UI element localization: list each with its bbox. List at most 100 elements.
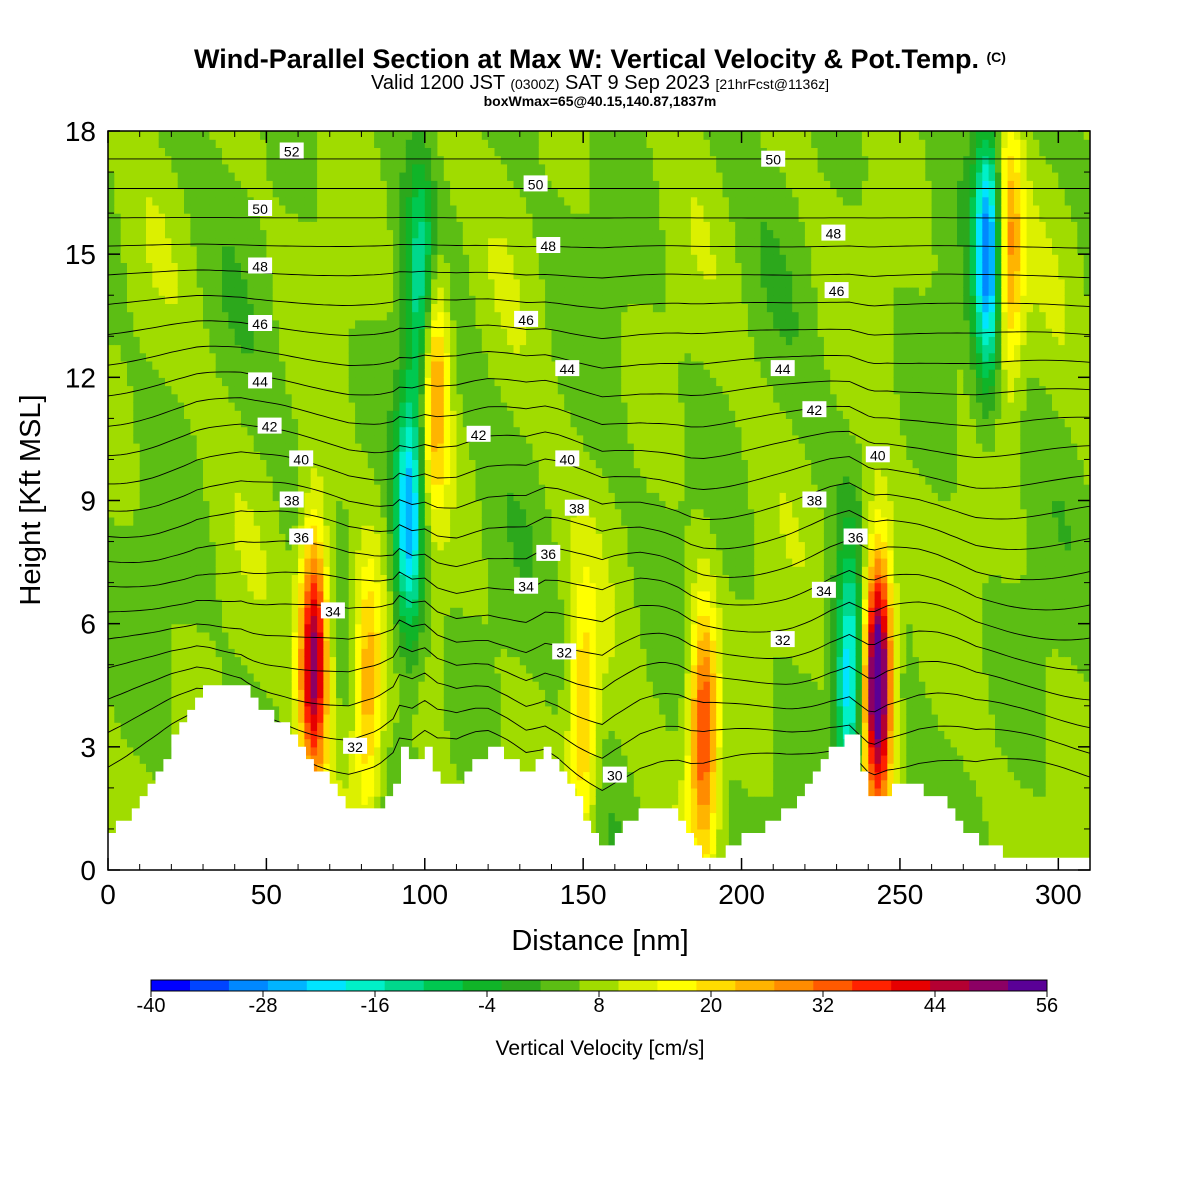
velocity-cell <box>418 377 426 387</box>
velocity-cell <box>203 172 210 181</box>
velocity-cell <box>424 377 432 387</box>
velocity-cell <box>310 377 318 387</box>
velocity-cell <box>203 541 210 551</box>
velocity-cell <box>399 574 407 584</box>
velocity-cell <box>114 229 122 239</box>
velocity-cell <box>310 681 318 690</box>
velocity-cell <box>260 681 267 690</box>
velocity-cell <box>209 582 217 592</box>
velocity-cell <box>361 426 369 436</box>
velocity-cell <box>329 443 337 452</box>
velocity-cell <box>184 582 191 592</box>
velocity-cell <box>114 131 122 140</box>
velocity-cell <box>399 714 407 723</box>
velocity-cell <box>215 377 223 387</box>
velocity-cell <box>424 574 432 584</box>
velocity-cell <box>114 664 122 674</box>
velocity-cell <box>133 796 141 805</box>
velocity-cell <box>158 237 166 247</box>
velocity-cell <box>285 270 293 280</box>
velocity-cell <box>146 246 153 255</box>
velocity-cell <box>323 328 331 337</box>
velocity-cell <box>152 254 160 263</box>
velocity-cell <box>203 418 210 428</box>
velocity-cell <box>424 188 432 198</box>
velocity-cell <box>190 246 198 255</box>
velocity-cell <box>424 393 432 403</box>
velocity-cell <box>374 344 381 354</box>
velocity-cell <box>114 787 122 797</box>
velocity-cell <box>380 705 388 715</box>
velocity-cell <box>424 262 432 272</box>
velocity-cell <box>215 188 223 198</box>
velocity-cell <box>260 221 267 231</box>
velocity-cell <box>266 303 274 313</box>
velocity-cell <box>215 147 223 157</box>
velocity-cell <box>393 582 400 592</box>
velocity-cell <box>450 172 457 181</box>
velocity-cell <box>323 664 331 674</box>
velocity-cell <box>431 475 438 485</box>
velocity-cell <box>114 434 122 444</box>
velocity-cell <box>329 270 337 280</box>
velocity-cell <box>222 139 229 148</box>
velocity-cell <box>374 541 381 551</box>
velocity-cell <box>380 229 388 239</box>
velocity-cell <box>203 155 210 165</box>
velocity-cell <box>317 640 324 649</box>
velocity-cell <box>190 558 198 567</box>
velocity-cell <box>152 484 160 493</box>
velocity-cell <box>291 590 299 600</box>
velocity-cell <box>253 221 261 231</box>
velocity-cell <box>158 155 166 165</box>
velocity-cell <box>279 352 286 362</box>
velocity-cell <box>329 558 337 567</box>
velocity-cell <box>323 410 331 419</box>
velocity-cell <box>108 484 115 493</box>
velocity-cell <box>380 344 388 354</box>
velocity-cell <box>418 188 426 198</box>
velocity-cell <box>291 131 299 140</box>
velocity-cell <box>108 787 115 797</box>
velocity-cell <box>399 566 407 575</box>
velocity-cell <box>329 541 337 551</box>
velocity-cell <box>171 574 179 584</box>
velocity-cell <box>177 599 185 608</box>
velocity-cell <box>380 385 388 395</box>
velocity-cell <box>374 525 381 534</box>
velocity-cell <box>260 163 267 173</box>
velocity-cell <box>152 467 160 477</box>
velocity-cell <box>133 155 141 165</box>
velocity-cell <box>443 722 451 731</box>
velocity-cell <box>184 541 191 551</box>
velocity-cell <box>456 656 464 666</box>
velocity-cell <box>203 311 210 321</box>
velocity-cell <box>336 656 343 666</box>
velocity-cell <box>120 204 128 214</box>
velocity-cell <box>184 278 191 288</box>
velocity-cell <box>450 426 457 436</box>
velocity-cell <box>336 689 343 699</box>
velocity-cell <box>203 287 210 296</box>
velocity-cell <box>393 672 400 682</box>
velocity-cell <box>184 418 191 428</box>
velocity-cell <box>272 229 280 239</box>
velocity-cell <box>386 237 394 247</box>
velocity-cell <box>424 434 432 444</box>
velocity-cell <box>177 418 185 428</box>
velocity-cell <box>196 360 204 370</box>
velocity-cell <box>108 549 115 559</box>
velocity-cell <box>279 599 286 608</box>
velocity-cell <box>393 467 400 477</box>
velocity-cell <box>158 196 166 206</box>
velocity-cell <box>152 508 160 518</box>
velocity-cell <box>310 229 318 239</box>
velocity-cell <box>171 484 179 493</box>
velocity-cell <box>285 681 293 690</box>
velocity-cell <box>260 147 267 157</box>
velocity-cell <box>146 615 153 625</box>
velocity-cell <box>139 393 147 403</box>
velocity-cell <box>386 180 394 190</box>
velocity-cell <box>380 714 388 723</box>
velocity-cell <box>304 722 312 731</box>
